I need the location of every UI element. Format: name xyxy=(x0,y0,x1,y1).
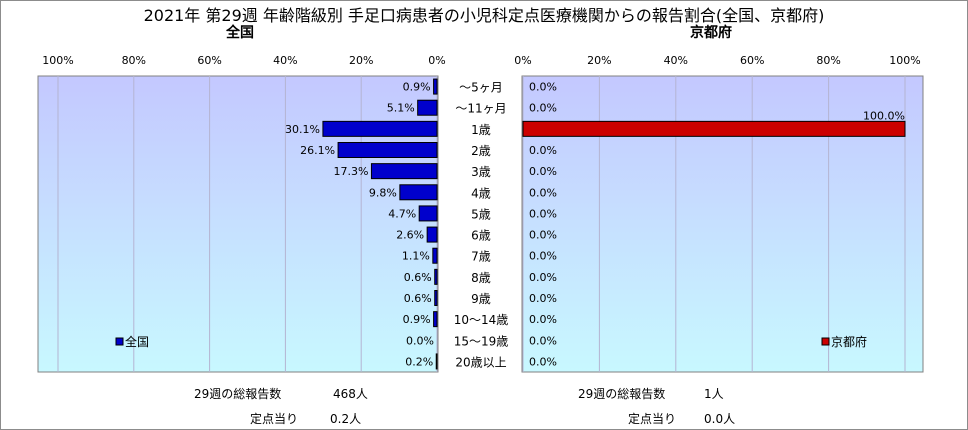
category-label: 5歳 xyxy=(471,207,491,221)
kyoto-value-label: 0.0% xyxy=(529,313,557,326)
national-bar xyxy=(399,184,438,201)
national-value-label: 0.0% xyxy=(406,334,434,347)
kyoto-value-label: 0.0% xyxy=(529,292,557,305)
kyoto-x-tick-label: 100% xyxy=(889,54,920,67)
national-panel-title: 全国 xyxy=(226,25,254,41)
national-value-label: 0.6% xyxy=(404,271,432,284)
kyoto-value-label: 0.0% xyxy=(529,102,557,115)
kyoto-panel-title: 京都府 xyxy=(690,25,732,41)
national-bar xyxy=(433,78,438,95)
national-legend-label: 全国 xyxy=(125,334,149,349)
kyoto-per-value: 0.0人 xyxy=(704,412,736,426)
kyoto-value-label: 0.0% xyxy=(529,144,557,157)
kyoto-x-tick-label: 0% xyxy=(514,54,531,67)
national-value-label: 0.2% xyxy=(405,355,433,368)
category-label: 15～19歳 xyxy=(454,334,509,348)
national-bar xyxy=(432,247,438,264)
kyoto-total-value: 1人 xyxy=(704,387,724,401)
category-label: 3歳 xyxy=(471,165,491,179)
national-bar xyxy=(337,142,438,158)
category-label: 9歳 xyxy=(471,292,491,306)
kyoto-value-label: 0.0% xyxy=(529,229,557,242)
national-per-value: 0.2人 xyxy=(330,412,362,426)
kyoto-x-tick-label: 60% xyxy=(740,54,764,67)
national-bar xyxy=(433,311,438,328)
category-label: 7歳 xyxy=(471,250,491,264)
national-value-label: 0.9% xyxy=(403,313,431,326)
national-bar xyxy=(322,120,438,137)
kyoto-total-label: 29週の総報告数 xyxy=(578,387,666,401)
national-bar xyxy=(417,99,438,116)
national-value-label: 4.7% xyxy=(388,207,416,220)
category-label: 2歳 xyxy=(471,144,491,158)
national-bar xyxy=(370,163,438,180)
kyoto-bar xyxy=(522,120,906,137)
national-x-tick-label: 20% xyxy=(349,54,373,67)
national-value-label: 1.1% xyxy=(402,250,430,263)
national-bar xyxy=(435,353,438,370)
national-value-label: 17.3% xyxy=(333,165,368,178)
kyoto-value-label: 100.0% xyxy=(863,109,905,122)
category-label: 20歳以上 xyxy=(455,355,506,369)
category-label: 8歳 xyxy=(471,271,491,285)
national-bar xyxy=(418,205,438,222)
chart-title: 2021年 第29週 年齢階級別 手足口病患者の小児科定点医療機関からの報告割合… xyxy=(143,6,825,25)
national-value-label: 2.6% xyxy=(396,229,424,242)
bar-charts: 100% 80% 60% 40% 20% 0% 0.9% 5.1% 30.1% 26.1% 17.3… xyxy=(37,54,924,373)
kyoto-legend-label: 京都府 xyxy=(831,334,867,349)
national-x-tick-label: 0% xyxy=(428,54,445,67)
national-value-label: 9.8% xyxy=(369,186,397,199)
national-value-label: 30.1% xyxy=(285,123,320,136)
national-value-label: 0.9% xyxy=(403,81,431,94)
category-label: ～5ヶ月 xyxy=(459,81,503,95)
national-total-value: 468人 xyxy=(333,387,368,401)
category-label: 6歳 xyxy=(471,229,491,243)
kyoto-value-label: 0.0% xyxy=(529,250,557,263)
national-x-tick-label: 100% xyxy=(42,54,73,67)
kyoto-legend-swatch xyxy=(821,337,830,346)
national-bar xyxy=(434,290,438,306)
national-x-tick-label: 40% xyxy=(273,54,297,67)
kyoto-x-tick-label: 80% xyxy=(816,54,840,67)
kyoto-per-label: 定点当り xyxy=(628,412,677,426)
national-value-label: 26.1% xyxy=(300,144,335,157)
kyoto-value-label: 0.0% xyxy=(529,355,557,368)
national-x-tick-label: 60% xyxy=(197,54,221,67)
kyoto-x-tick-label: 40% xyxy=(664,54,688,67)
category-label: ～11ヶ月 xyxy=(455,102,506,116)
category-label: 10～14歳 xyxy=(454,313,509,327)
kyoto-x-tick-label: 20% xyxy=(587,54,611,67)
category-label: 1歳 xyxy=(471,123,491,137)
national-value-label: 0.6% xyxy=(404,292,432,305)
national-bar xyxy=(434,268,438,285)
category-label: 4歳 xyxy=(471,186,491,200)
kyoto-value-label: 0.0% xyxy=(529,186,557,199)
national-legend-swatch xyxy=(115,337,124,346)
kyoto-value-label: 0.0% xyxy=(529,81,557,94)
national-bar xyxy=(426,226,438,243)
kyoto-value-label: 0.0% xyxy=(529,271,557,284)
national-plot-area xyxy=(37,75,439,373)
kyoto-value-label: 0.0% xyxy=(529,165,557,178)
national-per-label: 定点当り xyxy=(250,412,299,426)
kyoto-value-label: 0.0% xyxy=(529,207,557,220)
national-value-label: 5.1% xyxy=(387,102,415,115)
national-x-tick-label: 80% xyxy=(122,54,146,67)
national-total-label: 29週の総報告数 xyxy=(194,387,282,401)
kyoto-value-label: 0.0% xyxy=(529,334,557,347)
